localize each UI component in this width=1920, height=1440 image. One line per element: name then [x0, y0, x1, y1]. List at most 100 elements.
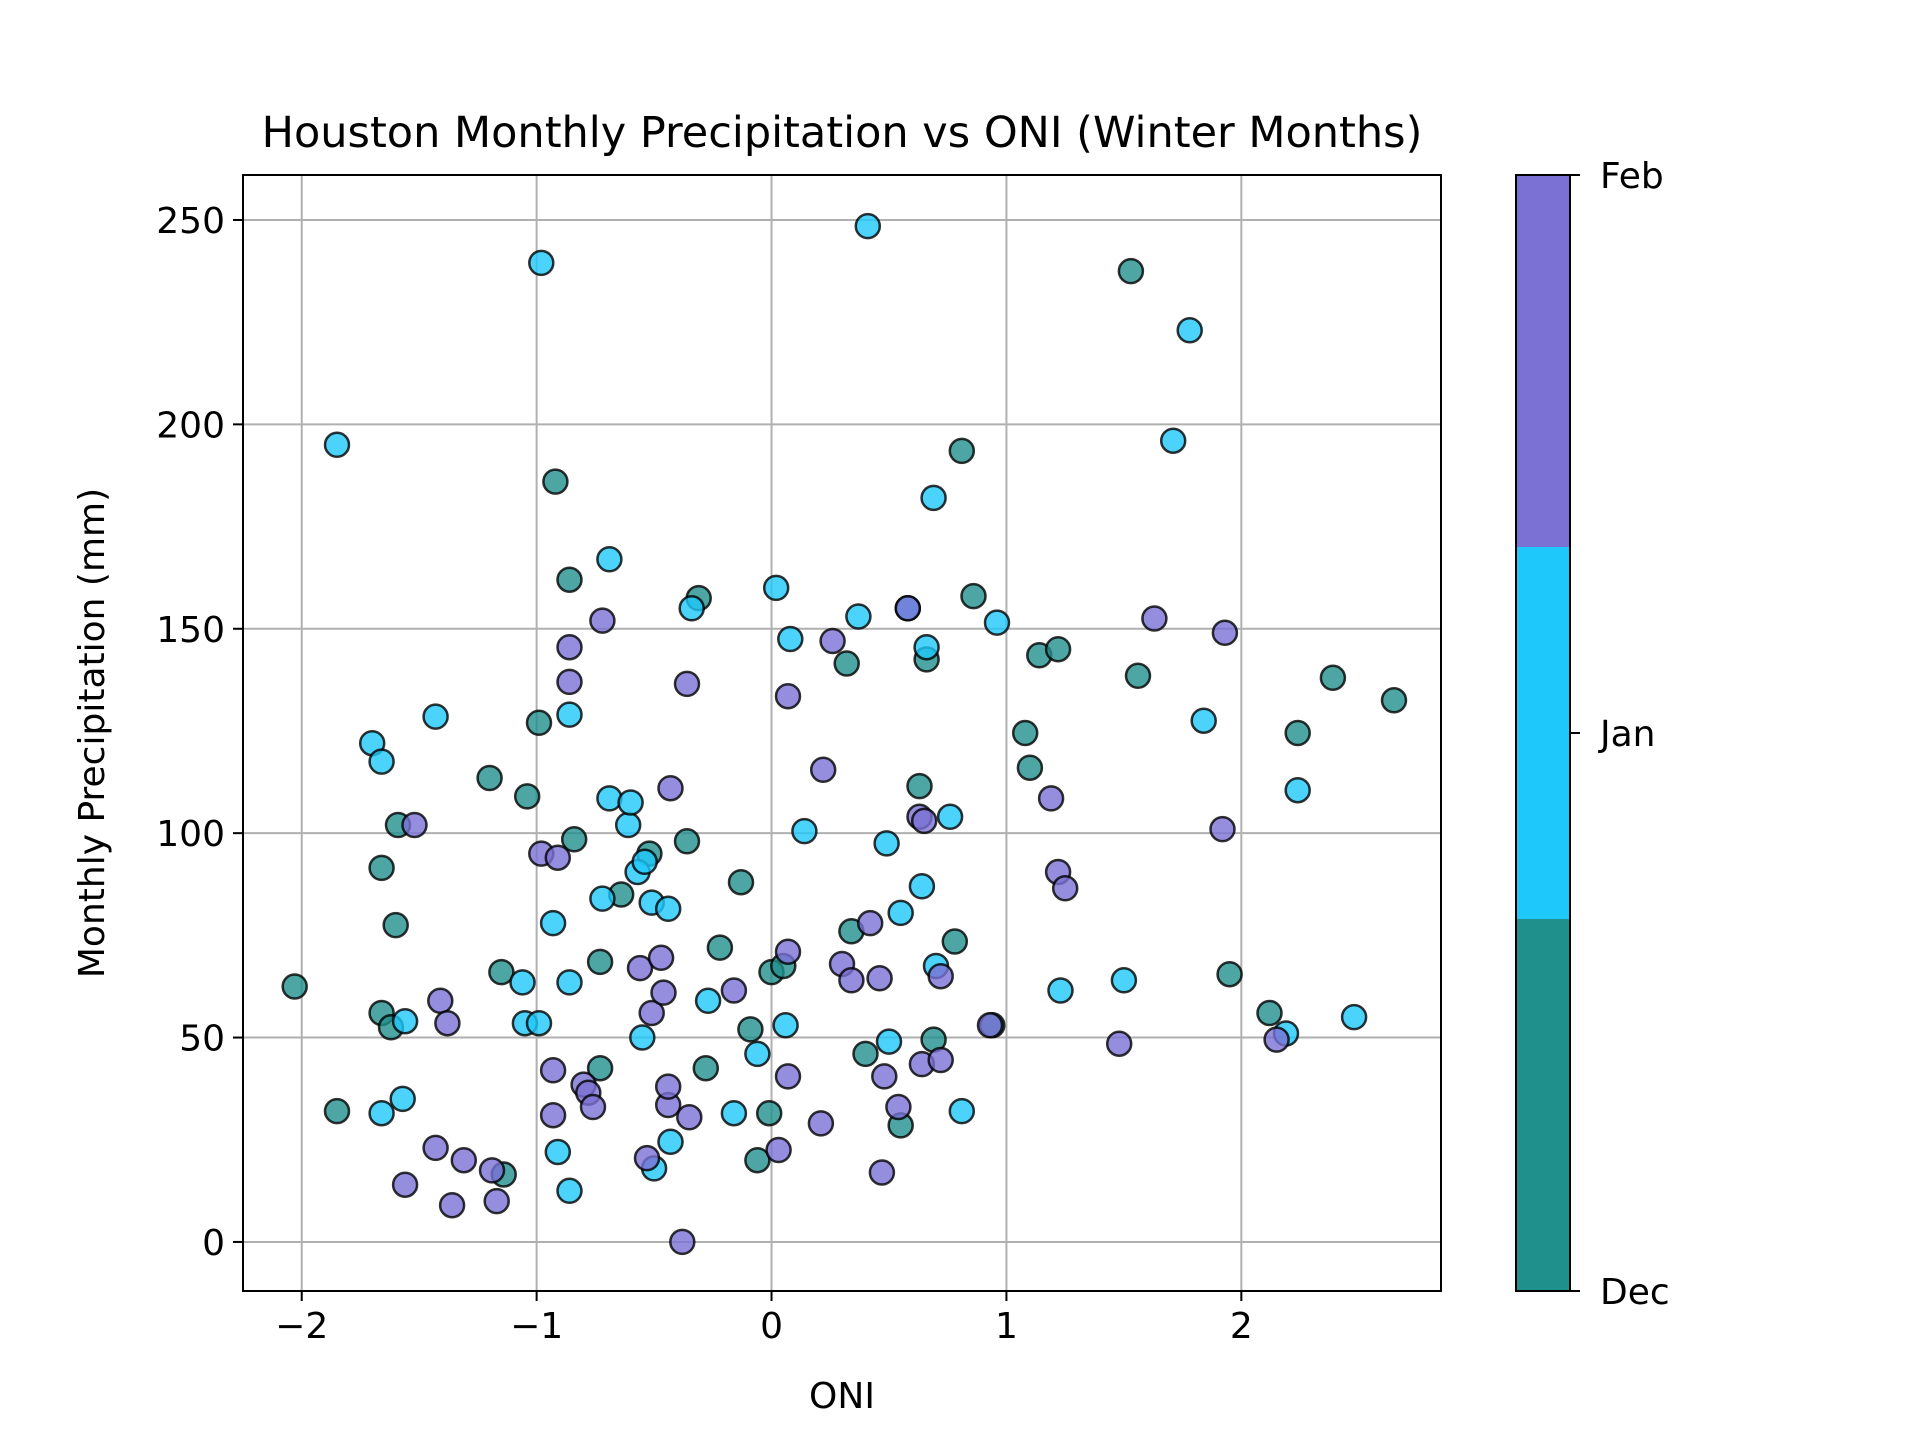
data-point-feb — [927, 962, 954, 990]
colorbar-label-feb: Feb — [1600, 156, 1664, 197]
data-point-jan — [1284, 776, 1311, 804]
data-point-jan — [368, 748, 395, 775]
data-point-feb — [654, 1073, 682, 1100]
data-point-jan — [528, 249, 555, 277]
data-point-feb — [539, 1057, 567, 1084]
x-axis-label: ONI — [809, 1376, 875, 1417]
data-point-jan — [873, 830, 900, 857]
data-point-jan — [539, 909, 567, 937]
data-point-dec — [744, 1146, 771, 1174]
data-point-feb — [556, 668, 583, 696]
data-point-dec — [560, 826, 588, 853]
data-point-jan — [596, 546, 623, 573]
data-point-feb — [774, 682, 802, 710]
data-point-feb — [927, 1046, 954, 1074]
colorbar-label-dec: Dec — [1600, 1272, 1670, 1313]
data-point-jan — [422, 703, 449, 730]
data-point-jan — [389, 1085, 416, 1113]
y-tick-label: 50 — [179, 1019, 225, 1060]
data-point-jan — [1340, 1003, 1368, 1031]
data-point-dec — [1380, 687, 1408, 714]
data-point-feb — [720, 977, 748, 1004]
data-point-dec — [542, 468, 569, 495]
data-point-feb — [401, 811, 428, 839]
data-point-feb — [774, 1063, 802, 1090]
data-point-jan — [596, 785, 623, 812]
data-point-feb — [910, 807, 938, 835]
plot-frame — [242, 174, 1442, 1292]
data-point-jan — [589, 885, 616, 912]
data-point-jan — [887, 899, 914, 927]
x-tick-label: 1 — [995, 1306, 1018, 1347]
data-point-jan — [1047, 977, 1074, 1004]
data-point-feb — [976, 1012, 1004, 1039]
data-point-feb — [427, 987, 454, 1015]
data-point-feb — [1263, 1026, 1290, 1053]
chart-title: Houston Monthly Precipitation vs ONI (Wi… — [262, 108, 1423, 158]
data-point-dec — [906, 772, 933, 800]
data-point-jan — [1176, 317, 1203, 344]
data-point-dec — [673, 828, 701, 855]
data-point-feb — [650, 979, 677, 1006]
data-point-dec — [1256, 999, 1283, 1027]
data-point-jan — [936, 803, 964, 831]
data-point-feb — [539, 1101, 567, 1129]
data-point-jan — [777, 625, 804, 653]
data-point-feb — [765, 1136, 792, 1164]
data-point-dec — [941, 928, 969, 955]
data-point-feb — [669, 1228, 696, 1256]
data-point-jan — [1110, 967, 1138, 994]
data-point-dec — [586, 948, 614, 976]
data-point-feb — [871, 1063, 898, 1090]
data-point-jan — [845, 603, 872, 630]
data-point-dec — [513, 783, 541, 810]
data-point-dec — [1011, 719, 1039, 747]
data-point-dec — [368, 854, 395, 882]
data-point-jan — [391, 1007, 419, 1035]
data-point-jan — [720, 1099, 748, 1127]
data-point-jan — [657, 1128, 684, 1156]
data-point-feb — [676, 1104, 703, 1131]
data-point-feb — [838, 967, 865, 994]
data-point-dec — [476, 764, 503, 792]
data-point-feb — [579, 1093, 607, 1121]
data-point-dec — [692, 1054, 720, 1082]
data-point-dec — [1117, 257, 1145, 285]
x-tick-label: 2 — [1230, 1306, 1253, 1347]
data-point-jan — [908, 873, 936, 900]
data-point-jan — [854, 212, 882, 240]
data-point-jan — [556, 1177, 583, 1205]
data-point-dec — [1216, 960, 1243, 988]
data-point-feb — [673, 670, 701, 698]
data-point-jan — [948, 1097, 976, 1125]
data-point-dec — [727, 868, 755, 896]
data-point-dec — [1044, 635, 1072, 663]
data-points — [281, 212, 1408, 1256]
data-point-jan — [694, 987, 722, 1015]
data-point-dec — [586, 1054, 614, 1082]
data-point-feb — [434, 1009, 461, 1037]
data-point-feb — [1141, 605, 1168, 632]
data-point-dec — [737, 1016, 764, 1043]
data-point-dec — [755, 1099, 783, 1127]
data-point-jan — [556, 969, 583, 996]
data-point-feb — [478, 1157, 506, 1184]
data-point-jan — [556, 701, 583, 728]
data-point-feb — [633, 1144, 661, 1172]
colorbar-label-jan: Jan — [1598, 714, 1656, 755]
colorbar-segment-jan — [1516, 547, 1570, 919]
data-point-dec — [525, 709, 553, 737]
data-point-feb — [556, 633, 583, 661]
y-tick-label: 0 — [202, 1223, 225, 1264]
data-point-jan — [617, 789, 644, 816]
data-point-dec — [281, 973, 308, 1000]
data-point-feb — [391, 1171, 419, 1198]
data-point-feb — [589, 607, 616, 634]
data-point-jan — [629, 1024, 656, 1051]
data-point-feb — [422, 1134, 449, 1162]
data-point-feb — [819, 627, 846, 655]
data-point-dec — [556, 566, 583, 593]
data-point-jan — [920, 484, 947, 512]
data-point-jan — [368, 1099, 395, 1127]
